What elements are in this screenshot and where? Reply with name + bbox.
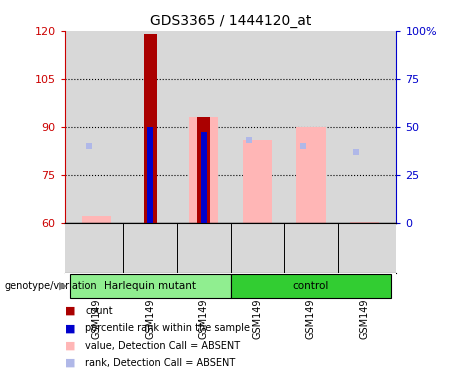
Bar — [147, 127, 154, 223]
Bar — [296, 127, 325, 223]
Text: genotype/variation: genotype/variation — [5, 281, 97, 291]
Text: percentile rank within the sample: percentile rank within the sample — [85, 323, 250, 333]
Text: control: control — [293, 281, 329, 291]
Text: Harlequin mutant: Harlequin mutant — [104, 281, 196, 291]
Bar — [70, 274, 230, 298]
Text: count: count — [85, 306, 113, 316]
Text: ■: ■ — [65, 341, 75, 351]
Bar — [82, 216, 112, 223]
Text: ■: ■ — [65, 306, 75, 316]
Text: value, Detection Call = ABSENT: value, Detection Call = ABSENT — [85, 341, 240, 351]
Text: ▶: ▶ — [59, 281, 67, 291]
Title: GDS3365 / 1444120_at: GDS3365 / 1444120_at — [150, 14, 311, 28]
Text: rank, Detection Call = ABSENT: rank, Detection Call = ABSENT — [85, 358, 236, 368]
Text: ■: ■ — [65, 323, 75, 333]
Text: ■: ■ — [65, 358, 75, 368]
Bar — [230, 274, 391, 298]
Bar — [242, 139, 272, 223]
Bar — [201, 132, 207, 223]
Bar — [349, 222, 379, 223]
Bar — [197, 117, 210, 223]
Bar — [143, 34, 157, 223]
Bar — [189, 117, 219, 223]
